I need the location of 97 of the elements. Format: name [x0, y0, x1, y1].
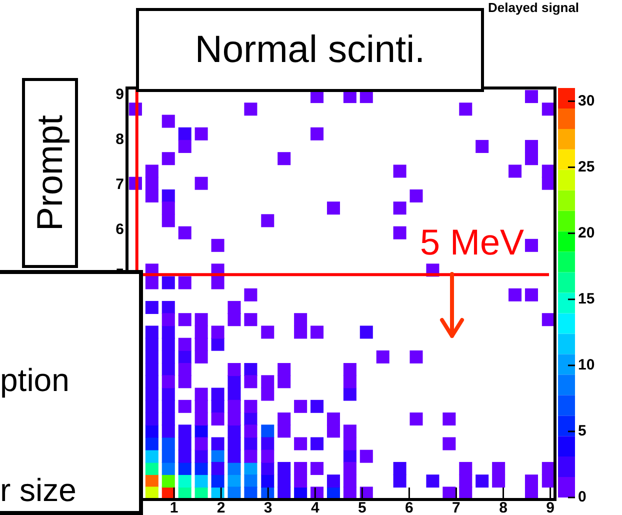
point: [261, 474, 274, 488]
point: [310, 400, 324, 413]
point: [211, 450, 224, 463]
y-tick-label: 6: [116, 220, 124, 238]
point: [393, 474, 406, 488]
point: [162, 450, 175, 463]
point: [228, 486, 241, 500]
point: [278, 462, 291, 475]
color-bar-label: 0: [578, 488, 586, 506]
point: [145, 486, 158, 500]
ref-line-label: 5 MeV: [420, 222, 524, 263]
point: [162, 326, 175, 339]
point: [343, 388, 356, 401]
point: [228, 375, 241, 388]
point: [261, 437, 274, 450]
point: [162, 363, 175, 376]
point: [162, 189, 175, 202]
point: [178, 462, 192, 475]
point: [162, 462, 175, 475]
x-tick-label: 3: [264, 500, 272, 515]
point: [278, 474, 291, 488]
text: ption: [0, 362, 70, 398]
point: [145, 388, 158, 401]
point: [178, 127, 192, 140]
point: [360, 326, 373, 339]
point: [211, 462, 224, 475]
point: [145, 326, 158, 339]
point: [145, 462, 158, 475]
x-tick-label: 6: [405, 500, 414, 515]
point: [145, 363, 158, 376]
point: [162, 437, 175, 450]
x-tick-label: 1: [170, 500, 178, 515]
point: [178, 437, 192, 450]
y-tick-label: 7: [116, 176, 124, 193]
point: [194, 462, 208, 475]
point: [426, 474, 440, 488]
point: [244, 486, 258, 500]
color-bar-label: 25: [578, 158, 595, 176]
point: [211, 388, 224, 401]
text: Normal scinti.: [194, 29, 426, 71]
point: [145, 350, 158, 364]
point: [145, 338, 158, 351]
point: [211, 400, 224, 413]
point: [228, 437, 241, 450]
point: [211, 437, 224, 450]
point: [244, 474, 258, 488]
point: [228, 462, 241, 475]
point: [145, 437, 158, 450]
color-bar-label: 20: [578, 224, 595, 242]
color-bar-label: 5: [578, 422, 586, 440]
point: [244, 437, 258, 450]
x-tick-label: 4: [310, 500, 320, 515]
color-bar-label: 30: [578, 92, 595, 110]
point: [178, 350, 192, 364]
point: [326, 474, 340, 488]
point: [145, 375, 158, 388]
x-tick-label: 5: [358, 500, 366, 515]
point: [162, 424, 175, 438]
point: [162, 388, 175, 401]
point: [228, 388, 241, 401]
text: Prompt: [29, 114, 71, 232]
point: [343, 450, 356, 463]
x-tick-label: 9: [546, 500, 554, 515]
point: [145, 424, 158, 438]
point: [211, 474, 224, 488]
point: [310, 437, 324, 450]
x-tick-label: 8: [499, 500, 508, 515]
point: [244, 363, 258, 376]
color-bar-label: 10: [578, 356, 595, 374]
chart-title: Delayed signal: [488, 0, 580, 15]
x-tick-label: 7: [452, 500, 460, 515]
point: [194, 450, 208, 463]
point: [162, 276, 175, 290]
x-tick-label: 2: [216, 500, 226, 515]
point: [178, 424, 192, 438]
point: [211, 338, 224, 351]
point: [145, 412, 158, 426]
point: [162, 474, 175, 488]
text: r size: [0, 472, 76, 508]
point: [228, 450, 241, 463]
point: [145, 400, 158, 413]
point: [162, 350, 175, 364]
y-tick-label: 8: [116, 130, 124, 148]
color-bar-label: 15: [578, 290, 595, 308]
point: [162, 338, 175, 351]
point: [145, 300, 158, 314]
point: [476, 474, 489, 488]
point: [178, 450, 192, 463]
point: [261, 462, 274, 475]
point: [194, 474, 208, 488]
point: [145, 450, 158, 463]
point: [162, 400, 175, 413]
point: [178, 474, 192, 488]
y-tick-label: 9: [116, 86, 124, 103]
point: [393, 462, 406, 475]
point: [261, 424, 274, 438]
point: [162, 300, 175, 314]
